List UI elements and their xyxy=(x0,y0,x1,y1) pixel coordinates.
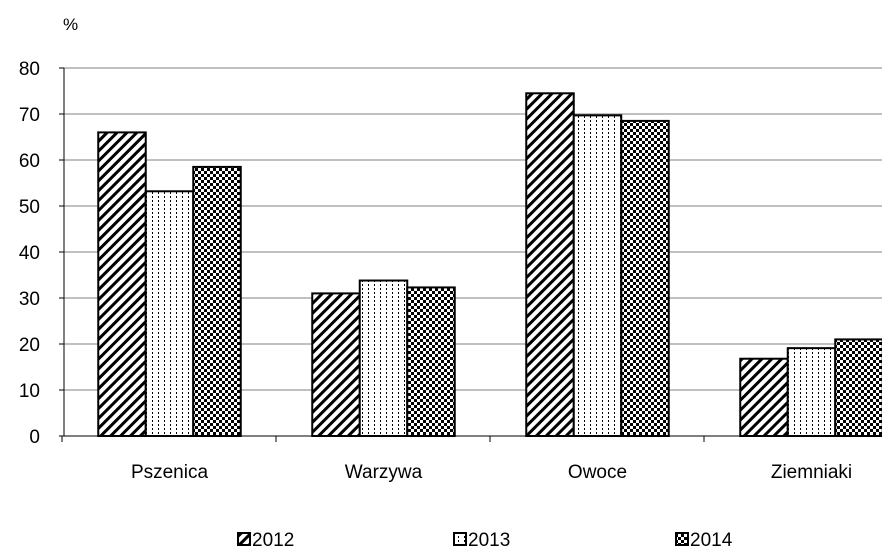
y-tick-label: 80 xyxy=(19,59,40,80)
bars xyxy=(97,92,882,438)
y-tick-label: 10 xyxy=(19,381,40,402)
legend-swatch-2012 xyxy=(237,532,251,546)
bar-2012-owoce xyxy=(525,92,575,438)
legend-swatch-2013 xyxy=(453,532,467,546)
bar-2014-warzywa xyxy=(406,286,456,438)
bar-2014-owoce xyxy=(620,119,670,438)
bar-2012-ziemniaki xyxy=(739,357,789,437)
y-axis-unit-label: % xyxy=(63,15,78,34)
bar-2014-pszenica xyxy=(192,165,242,437)
legend-swatch-2014 xyxy=(675,532,689,546)
x-category-label: Pszenica xyxy=(131,462,209,483)
y-tick-label: 60 xyxy=(19,151,40,172)
bar-2013-warzywa xyxy=(358,279,409,437)
bar-2012-warzywa xyxy=(311,292,361,437)
x-axis-category-labels: Pszenica Warzywa Owoce Ziemniaki xyxy=(131,462,852,483)
x-category-label: Warzywa xyxy=(345,462,423,483)
x-category-label: Ziemniaki xyxy=(771,462,852,483)
y-tick-label: 30 xyxy=(19,289,40,310)
bar-2013-pszenica xyxy=(144,190,195,437)
legend-label-2012: 2012 xyxy=(252,530,294,551)
legend-label-2013: 2013 xyxy=(468,530,510,551)
axes xyxy=(61,68,882,442)
x-category-label: Owoce xyxy=(568,462,627,483)
y-tick-label: 40 xyxy=(19,243,40,264)
bar-2012-pszenica xyxy=(97,131,147,437)
bar-2014-ziemniaki xyxy=(834,338,882,437)
legend: 2012 2013 2014 xyxy=(237,530,733,551)
bar-2013-owoce xyxy=(572,114,623,437)
legend-label-2014: 2014 xyxy=(690,530,733,551)
y-tick-label: 20 xyxy=(19,335,40,356)
y-tick-label: 70 xyxy=(19,105,40,126)
y-tick-label: 50 xyxy=(19,197,40,218)
bar-2013-ziemniaki xyxy=(786,347,837,438)
y-tick-label: 0 xyxy=(29,427,40,448)
y-axis-ticks: 0 10 20 30 40 50 60 70 80 xyxy=(19,59,64,448)
